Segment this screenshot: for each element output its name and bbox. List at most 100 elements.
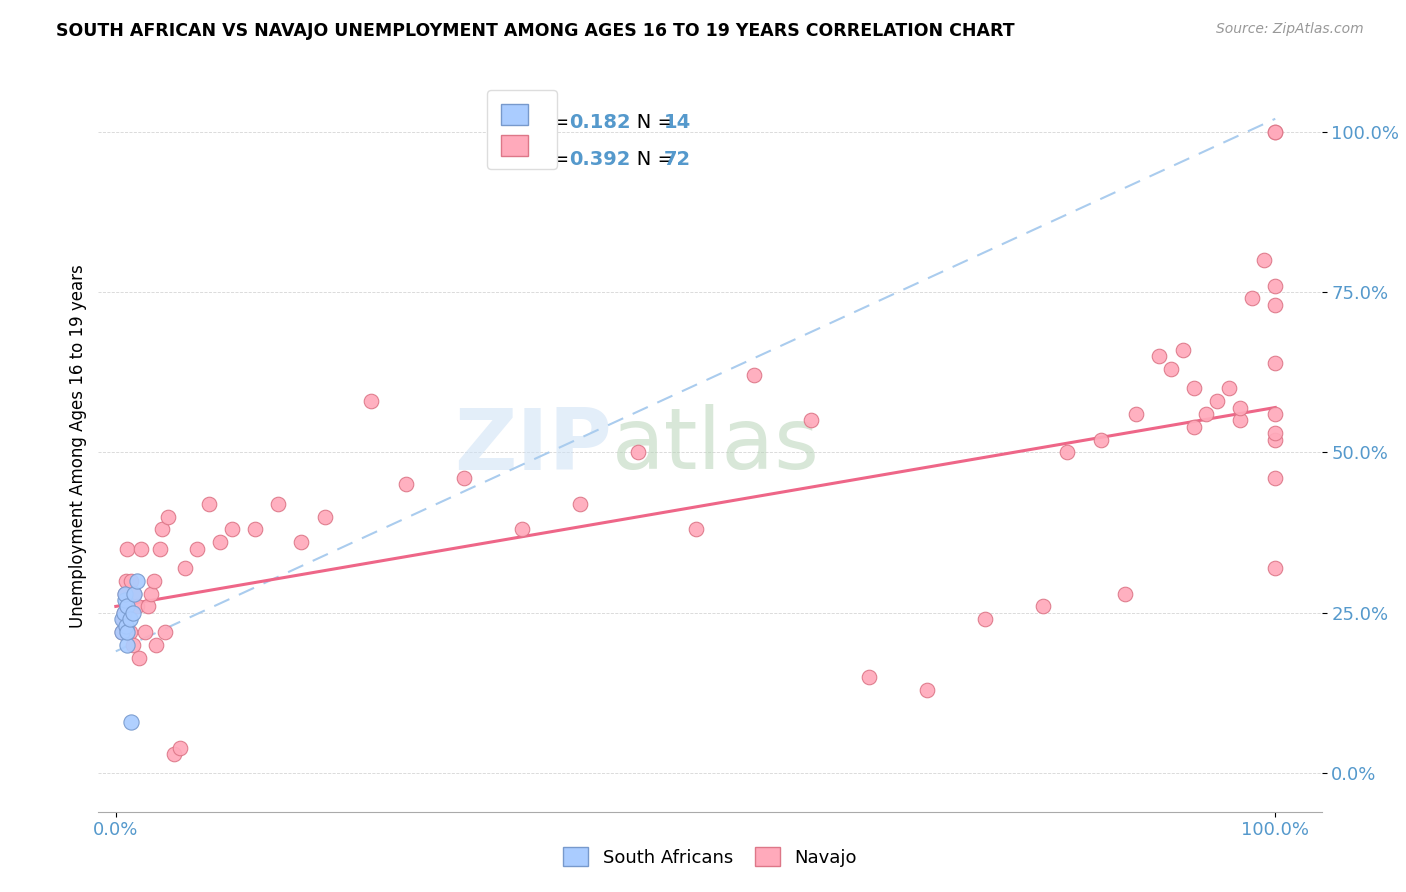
Point <box>143 574 166 588</box>
Point <box>1056 445 1078 459</box>
Point <box>149 541 172 556</box>
Y-axis label: Unemployment Among Ages 16 to 19 years: Unemployment Among Ages 16 to 19 years <box>69 264 87 628</box>
Point <box>128 650 150 665</box>
Text: 72: 72 <box>664 150 690 169</box>
Text: 14: 14 <box>664 113 690 132</box>
Point <box>1264 407 1286 421</box>
Point <box>243 523 266 537</box>
Point <box>111 612 134 626</box>
Legend: South Africans, Navajo: South Africans, Navajo <box>554 838 866 876</box>
Point <box>122 638 145 652</box>
Point <box>1264 561 1286 575</box>
Point <box>115 574 138 588</box>
Point <box>114 586 136 600</box>
Point <box>174 561 197 575</box>
Point <box>510 523 533 537</box>
Point <box>1229 401 1251 415</box>
Point <box>114 593 136 607</box>
Point <box>209 535 232 549</box>
Point <box>1253 252 1275 267</box>
Point <box>1032 599 1054 614</box>
Point <box>117 625 139 640</box>
Point <box>117 638 139 652</box>
Point <box>1160 362 1182 376</box>
Point <box>131 541 153 556</box>
Point <box>360 394 382 409</box>
Point <box>117 541 139 556</box>
Point <box>1206 394 1229 409</box>
Point <box>395 477 418 491</box>
Point <box>221 523 243 537</box>
Point <box>314 509 336 524</box>
Point <box>1264 125 1286 139</box>
Point <box>685 523 707 537</box>
Point <box>1264 298 1286 312</box>
Text: R =: R = <box>533 113 575 132</box>
Text: Source: ZipAtlas.com: Source: ZipAtlas.com <box>1216 22 1364 37</box>
Point <box>858 670 880 684</box>
Point <box>453 471 475 485</box>
Point <box>197 497 219 511</box>
Point <box>115 618 138 632</box>
Text: R =: R = <box>533 150 575 169</box>
Point <box>1114 586 1136 600</box>
Point <box>186 541 208 556</box>
Point <box>122 606 145 620</box>
Point <box>568 497 591 511</box>
Point <box>1171 343 1194 357</box>
Point <box>1264 125 1286 139</box>
Text: 0.182: 0.182 <box>569 113 631 132</box>
Text: atlas: atlas <box>612 404 820 488</box>
Point <box>290 535 312 549</box>
Point <box>150 523 173 537</box>
Point <box>114 586 136 600</box>
Point <box>1195 407 1218 421</box>
Point <box>267 497 290 511</box>
Text: ZIP: ZIP <box>454 404 612 488</box>
Point <box>136 599 159 614</box>
Point <box>626 445 648 459</box>
Point <box>1264 278 1286 293</box>
Point <box>112 606 135 620</box>
Point <box>117 599 139 614</box>
Text: 0.392: 0.392 <box>569 150 631 169</box>
Text: N =: N = <box>619 150 681 169</box>
Point <box>153 625 176 640</box>
Point <box>145 638 167 652</box>
Point <box>134 625 156 640</box>
Point <box>917 682 939 697</box>
Point <box>125 574 148 588</box>
Point <box>118 625 141 640</box>
Text: N =: N = <box>619 113 681 132</box>
Point <box>120 714 142 729</box>
Point <box>1125 407 1147 421</box>
Point <box>169 740 191 755</box>
Point <box>110 625 132 640</box>
Text: SOUTH AFRICAN VS NAVAJO UNEMPLOYMENT AMONG AGES 16 TO 19 YEARS CORRELATION CHART: SOUTH AFRICAN VS NAVAJO UNEMPLOYMENT AMO… <box>56 22 1015 40</box>
Point <box>110 612 132 626</box>
Point <box>1182 419 1205 434</box>
Point <box>1264 433 1286 447</box>
Point <box>1264 426 1286 441</box>
Point <box>110 625 132 640</box>
Point <box>112 606 135 620</box>
Point <box>1218 381 1240 395</box>
Point <box>124 586 146 600</box>
Point <box>1149 349 1171 363</box>
Point <box>1090 433 1112 447</box>
Point <box>974 612 997 626</box>
Point <box>125 599 148 614</box>
Point <box>120 574 142 588</box>
Point <box>163 747 186 761</box>
Point <box>1264 355 1286 369</box>
Point <box>1229 413 1251 427</box>
Point <box>1182 381 1205 395</box>
Point <box>124 586 146 600</box>
Point <box>742 368 765 383</box>
Point <box>1241 292 1264 306</box>
Point <box>800 413 823 427</box>
Point <box>139 586 162 600</box>
Point <box>1264 471 1286 485</box>
Point <box>118 612 141 626</box>
Point <box>156 509 179 524</box>
